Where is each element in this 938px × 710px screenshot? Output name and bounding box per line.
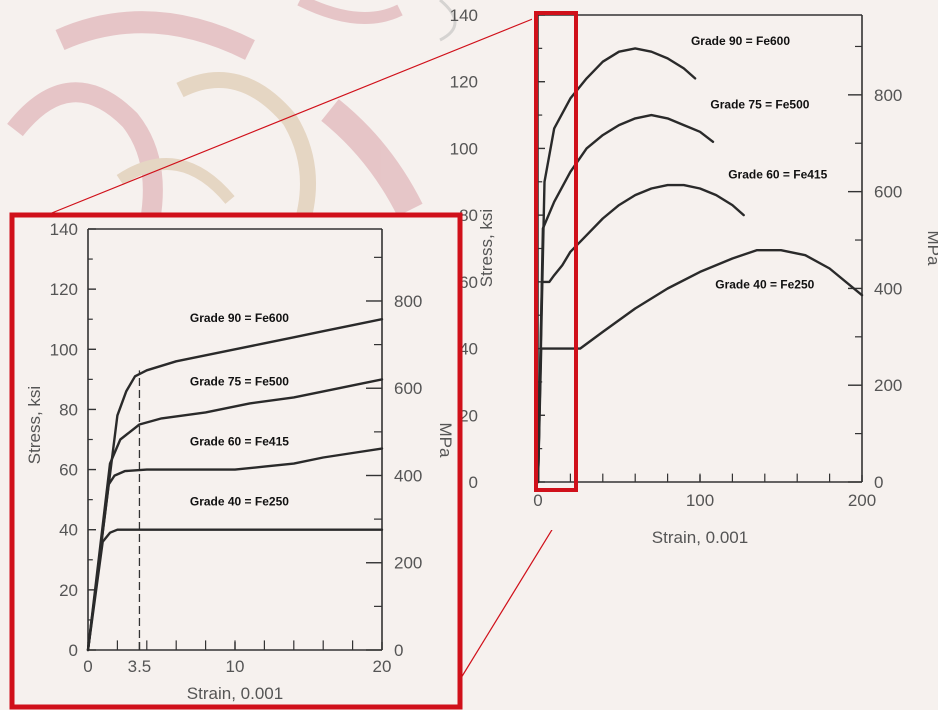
inset-y-tick-label: 0 — [69, 641, 78, 660]
main-y2-tick-label: 0 — [874, 473, 883, 492]
inset-x-axis-title: Strain, 0.001 — [187, 684, 283, 703]
inset-x-tick-label: 0 — [83, 657, 92, 676]
main-series-label: Grade 75 = Fe500 — [710, 97, 809, 111]
inset-y-tick-label: 60 — [59, 461, 78, 480]
inset-frame — [9, 212, 463, 710]
inset-y2-tick-label: 800 — [394, 292, 422, 311]
inset-series-label: Grade 75 = Fe500 — [190, 374, 289, 388]
inset-series-label: Grade 60 = Fe415 — [190, 435, 289, 449]
main-series-line — [536, 47, 697, 484]
main-y2-axis-title: MPa — [924, 231, 938, 267]
inset-series-line — [86, 378, 384, 652]
zoom-region-highlight — [534, 11, 578, 492]
main-y-tick-label: 120 — [450, 73, 478, 92]
main-y2-tick-label: 400 — [874, 279, 902, 298]
inset-x-tick-label: 3.5 — [128, 657, 152, 676]
inset-y2-tick-label: 400 — [394, 466, 422, 485]
main-y-tick-label: 20 — [459, 406, 478, 425]
main-series-label: Grade 90 = Fe600 — [691, 34, 790, 48]
main-y2-tick-label: 800 — [874, 86, 902, 105]
main-series-line — [536, 248, 864, 484]
zoom-connector-top — [21, 15, 541, 226]
main-x-tick-label: 100 — [686, 491, 714, 510]
main-y-tick-label: 0 — [469, 473, 478, 492]
main-y2-tick-label: 600 — [874, 183, 902, 202]
inset-series-line — [86, 528, 384, 652]
main-y-axis-title: Stress, ksi — [477, 209, 496, 287]
main-series-label: Grade 60 = Fe415 — [728, 167, 827, 181]
main-series-label: Grade 40 = Fe250 — [715, 278, 814, 292]
inset-x-tick-label: 10 — [226, 657, 245, 676]
main-series-line — [536, 183, 745, 484]
inset-y2-tick-label: 0 — [394, 641, 403, 660]
main-x-tick-label: 200 — [848, 491, 876, 510]
main-y-tick-label: 80 — [459, 206, 478, 225]
inset-series-line — [86, 447, 384, 652]
main-y-tick-label: 100 — [450, 139, 478, 158]
inset-y-tick-label: 120 — [50, 280, 78, 299]
inset-y-tick-label: 140 — [50, 220, 78, 239]
main-y2-tick-label: 200 — [874, 376, 902, 395]
main-y-tick-label: 60 — [459, 273, 478, 292]
main-y-tick-label: 140 — [450, 6, 478, 25]
main-x-tick-label: 0 — [533, 491, 542, 510]
main-x-axis-title: Strain, 0.001 — [652, 528, 748, 547]
inset-series-label: Grade 90 = Fe600 — [190, 311, 289, 325]
inset-series-label: Grade 40 = Fe250 — [190, 495, 289, 509]
inset-x-tick-label: 20 — [373, 657, 392, 676]
main-y-tick-label: 40 — [459, 340, 478, 359]
inset-y-tick-label: 80 — [59, 400, 78, 419]
inset-background — [12, 215, 460, 707]
inset-y-tick-label: 40 — [59, 521, 78, 540]
chart-main-background — [532, 10, 938, 530]
inset-y-axis-title: Stress, ksi — [25, 386, 44, 464]
inset-y-tick-label: 100 — [50, 340, 78, 359]
inset-y-tick-label: 20 — [59, 581, 78, 600]
inset-y2-tick-label: 200 — [394, 554, 422, 573]
watermark-logo — [7, 0, 457, 264]
inset-y2-axis-title: MPa — [436, 423, 455, 459]
inset-y2-tick-label: 600 — [394, 379, 422, 398]
